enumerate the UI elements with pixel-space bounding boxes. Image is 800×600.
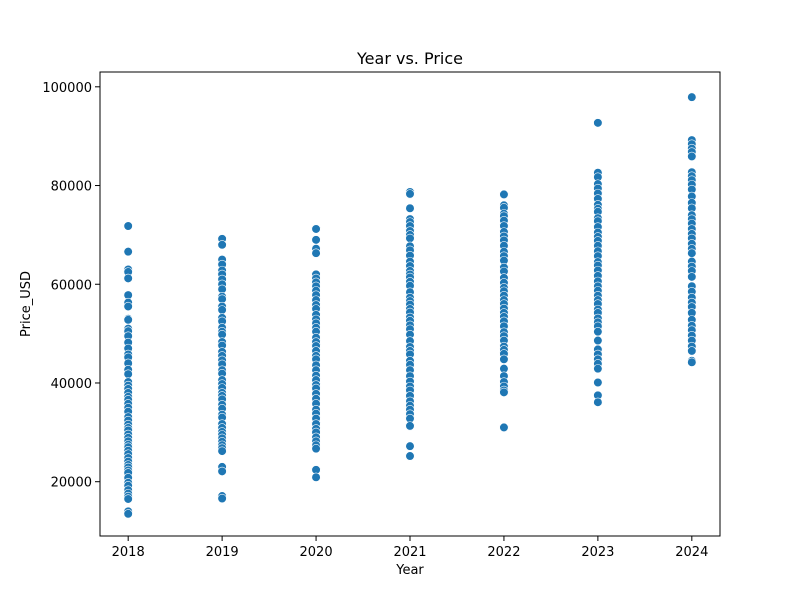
scatter-point-2020: [311, 224, 321, 234]
scatter-point-2018: [123, 369, 133, 379]
scatter-point-2018: [123, 301, 133, 312]
scatter-point-2018: [123, 509, 133, 519]
y-axis-label: Price_USD: [19, 271, 34, 337]
scatter-point-2024: [687, 357, 697, 367]
scatter-point-2019: [217, 305, 227, 315]
scatter-point-2023: [593, 118, 603, 128]
scatter-point-2023: [593, 397, 603, 407]
scatter-point-2023: [593, 335, 603, 346]
scatter-point-2018: [123, 273, 133, 283]
scatter-point-2023: [593, 327, 603, 337]
scatter-point-2021: [405, 441, 415, 451]
scatter-point-2024: [687, 248, 697, 258]
scatter-point-2021: [405, 451, 415, 461]
scatter-point-2018: [123, 315, 133, 325]
scatter-point-2019: [217, 240, 227, 250]
scatter-point-2020: [311, 235, 321, 245]
scatter-point-2024: [687, 272, 697, 282]
x-tick-label: 2024: [675, 545, 708, 560]
scatter-point-2023: [593, 377, 603, 388]
y-tick-label: 40000: [51, 377, 92, 392]
scatter-point-2022: [499, 189, 509, 200]
scatter-point-2022: [499, 387, 509, 397]
scatter-point-2020: [311, 472, 321, 482]
scatter-point-2020: [311, 444, 321, 454]
scatter-point-2019: [217, 493, 227, 504]
scatter-point-2024: [687, 151, 697, 162]
scatter-point-2024: [687, 92, 697, 102]
x-tick-label: 2020: [300, 545, 333, 560]
x-axis: 2018 2019 2020 2021 2022 2023 2024: [112, 536, 708, 560]
x-tick-label: 2018: [112, 545, 145, 560]
scatter-point-2018: [123, 221, 133, 231]
scatter-point-2018: [123, 247, 133, 257]
x-tick-label: 2019: [206, 545, 239, 560]
scatter-point-2023: [593, 364, 603, 374]
scatter-point-2024: [687, 346, 697, 356]
y-tick-label: 20000: [51, 476, 92, 491]
y-tick-label: 100000: [42, 81, 92, 96]
scatter-point-2022: [499, 422, 509, 433]
x-tick-label: 2021: [393, 545, 426, 560]
scatter-point-2020: [311, 248, 321, 258]
x-axis-label: Year: [395, 563, 424, 578]
scatter-point-2021: [405, 203, 415, 213]
x-tick-label: 2023: [581, 545, 614, 560]
y-tick-label: 60000: [51, 278, 92, 293]
scatter-point-2021: [405, 189, 415, 199]
scatter-point-2021: [405, 233, 415, 243]
scatter-point-2019: [217, 446, 227, 456]
y-tick-label: 80000: [51, 180, 92, 195]
chart-title: Year vs. Price: [356, 49, 463, 68]
scatter-point-2018: [123, 494, 133, 504]
x-tick-label: 2022: [487, 545, 520, 560]
scatter-point-2021: [405, 421, 415, 431]
y-axis: 20000 40000 60000 80000 100000: [42, 81, 100, 491]
scatter-point-2019: [217, 466, 227, 476]
points-layer: [123, 92, 697, 519]
scatter-point-2022: [499, 354, 509, 364]
